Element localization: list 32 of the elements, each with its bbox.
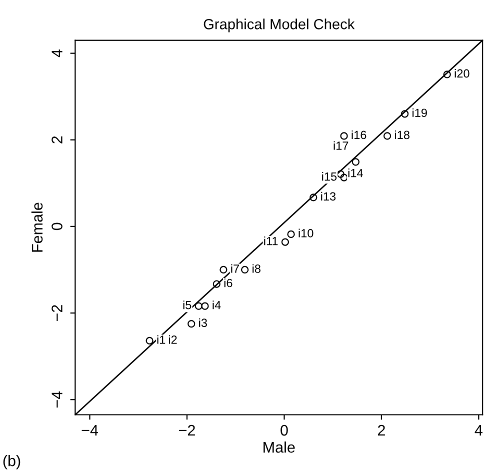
y-tick-label: −2 (52, 305, 62, 321)
x-axis-title: Male (264, 441, 295, 453)
annotation: i8 (252, 264, 260, 273)
y-axis-title: Female (31, 202, 43, 252)
x-tick-label: 4 (474, 425, 482, 436)
annotation: i13 (321, 192, 336, 201)
annotation: i19 (412, 108, 427, 118)
y-tick-label: 2 (52, 136, 62, 144)
annotation: i10 (298, 228, 314, 238)
annotation: i4 (212, 300, 221, 310)
annotation: i15 (322, 172, 337, 181)
annotation: i3 (199, 318, 207, 328)
annotation: i14 (348, 168, 363, 178)
annotation: i7 (231, 264, 239, 273)
annotation: i5 (183, 300, 192, 310)
x-tick-label: 0 (280, 424, 288, 436)
y-tick-label: 4 (52, 49, 62, 58)
x-tick-label: 2 (378, 424, 385, 436)
text: (b) (3, 455, 20, 470)
y-tick-label: 0 (52, 222, 62, 230)
annotation: i16 (352, 130, 366, 140)
x-tick-label: −4 (82, 425, 98, 436)
annotation: i6 (224, 278, 232, 288)
annotation: i11 (264, 236, 278, 246)
annotation: i2 (168, 335, 177, 344)
annotation: i17 (334, 141, 348, 150)
y-tick-label: −4 (52, 391, 62, 408)
x-tick-label: −2 (179, 424, 195, 436)
annotation: i20 (454, 68, 470, 78)
annotation: i1 (157, 335, 166, 344)
annotation: i18 (395, 130, 410, 140)
chart-title: Graphical Model Check (204, 18, 355, 32)
